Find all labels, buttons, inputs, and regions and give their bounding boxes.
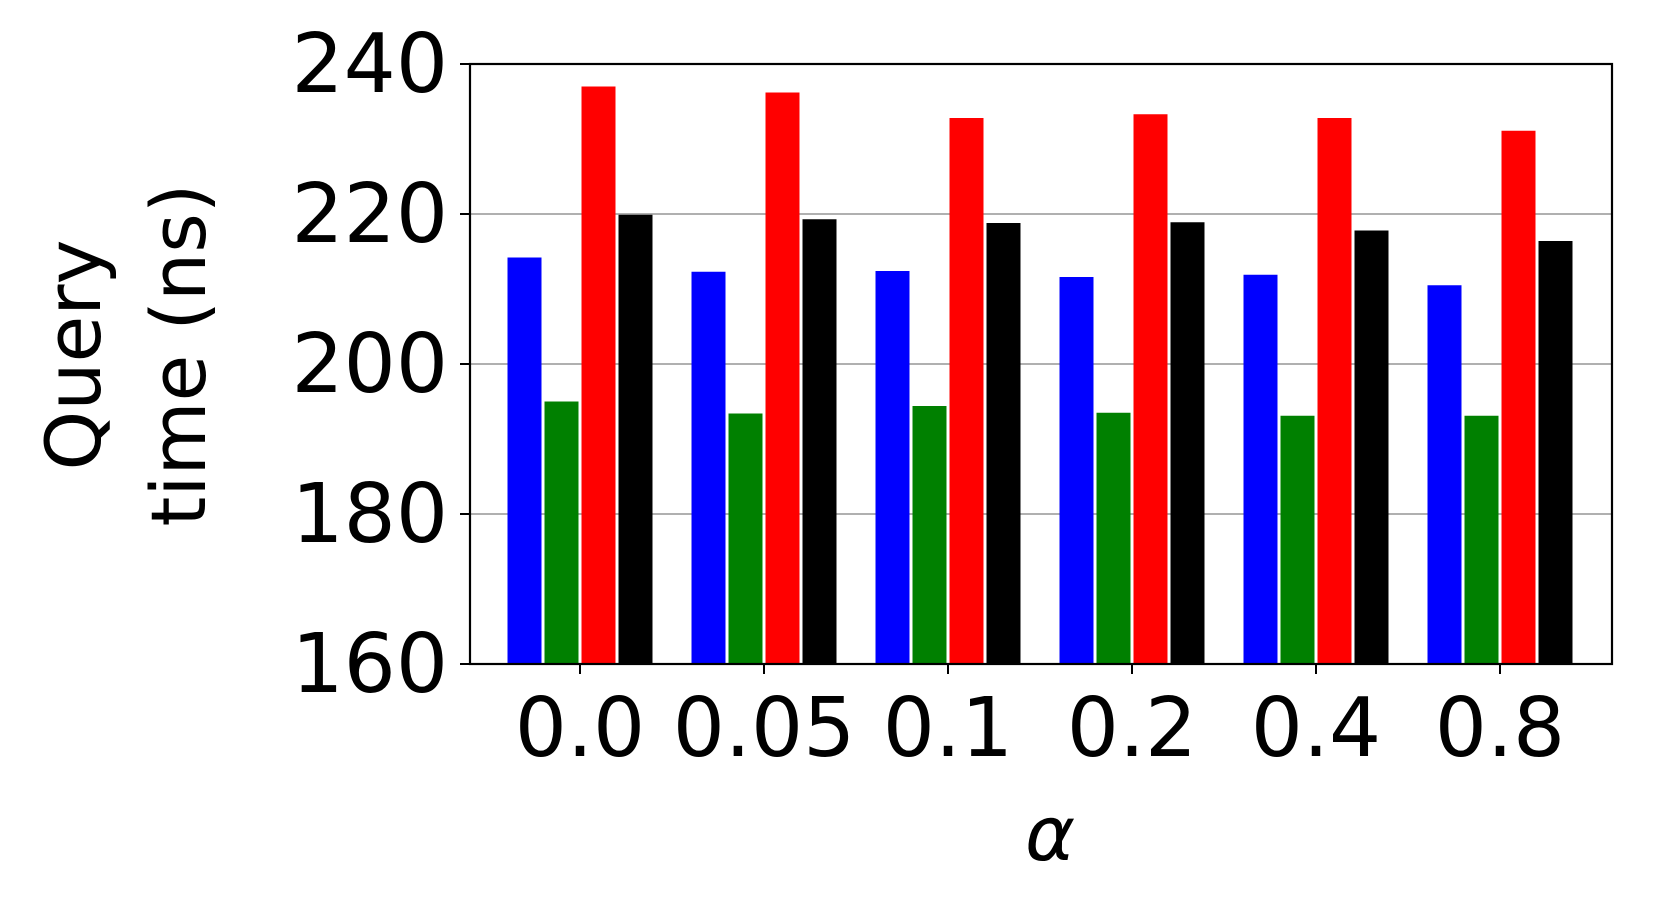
bar-series-2-0.05 — [728, 413, 763, 664]
bar-series-2-0.1 — [912, 406, 947, 664]
y-tick-label: 240 — [291, 17, 448, 112]
bar-series-4-0.2 — [1170, 222, 1205, 664]
bar-series-4-0.8 — [1538, 241, 1573, 664]
y-axis-label-line-2: time (ns) — [134, 184, 223, 527]
bar-series-1-0.1 — [875, 271, 910, 664]
bar-series-1-0.05 — [691, 271, 726, 664]
y-tick-label: 180 — [291, 467, 448, 562]
bar-series-3-0.2 — [1133, 114, 1168, 664]
bar-series-4-0.1 — [986, 223, 1021, 664]
bar-series-3-0.8 — [1501, 130, 1536, 664]
bar-series-2-0.0 — [544, 401, 579, 664]
bar-series-1-0.8 — [1427, 285, 1462, 664]
x-tick-label: 0.0 — [515, 681, 645, 776]
x-tick-label: 0.8 — [1435, 681, 1565, 776]
grid-lines — [470, 213, 1612, 515]
x-tick-label: 0.05 — [673, 681, 856, 776]
y-tick-label: 220 — [291, 167, 448, 262]
bar-series-3-0.4 — [1317, 118, 1352, 664]
bar-series-3-0.05 — [765, 92, 800, 664]
x-tick-label: 0.1 — [883, 681, 1013, 776]
x-tick-label: 0.2 — [1067, 681, 1197, 776]
bar-series-4-0.0 — [618, 214, 653, 664]
bar-series-3-0.0 — [581, 86, 616, 664]
bar-series-1-0.4 — [1243, 274, 1278, 664]
bar-series-3-0.1 — [949, 118, 984, 664]
bar-series-2-0.2 — [1096, 412, 1131, 664]
bar-series-2-0.4 — [1280, 415, 1315, 664]
x-axis-label: α — [1025, 789, 1075, 878]
bar-series-1-0.2 — [1059, 277, 1094, 664]
bar-series-4-0.4 — [1354, 230, 1389, 664]
bar-series-4-0.05 — [802, 219, 837, 664]
y-tick-label: 160 — [291, 617, 448, 712]
y-tick-label: 200 — [291, 317, 448, 412]
bars — [507, 86, 1573, 664]
bar-series-2-0.8 — [1464, 415, 1499, 664]
y-axis-label-line-1: Query — [29, 240, 118, 471]
x-tick-label: 0.4 — [1251, 681, 1381, 776]
ticks: 160 180 200 220 240 0.0 0.05 0.1 0.2 0.4 0.8 — [291, 17, 1565, 776]
bar-series-1-0.0 — [507, 257, 542, 664]
